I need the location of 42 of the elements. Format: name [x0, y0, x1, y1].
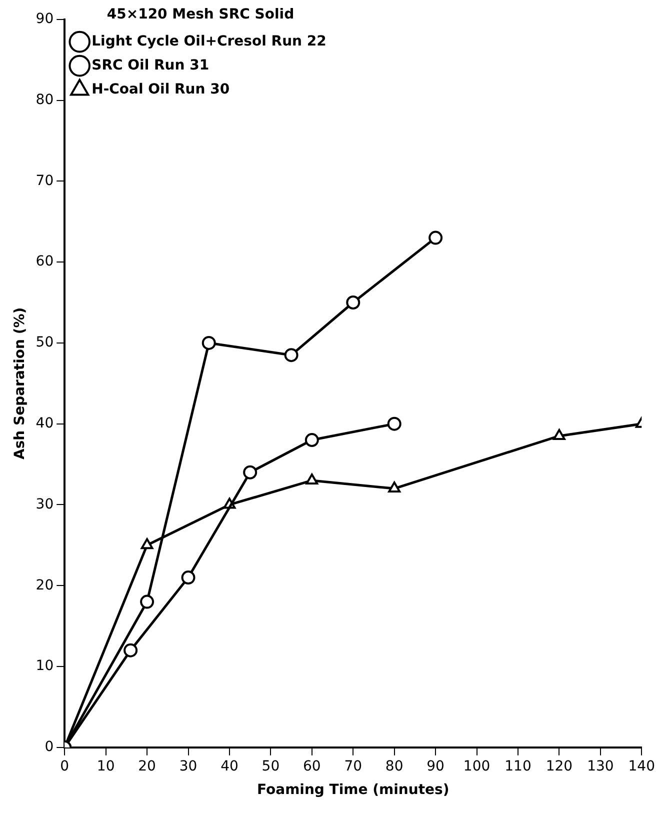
point	[304, 433, 319, 448]
y-tick-label: 40	[36, 415, 54, 432]
point	[284, 348, 298, 362]
y-tick-label: 60	[36, 254, 54, 270]
y-tick-label: 10	[36, 658, 54, 674]
x-tick-label: 60	[302, 758, 321, 774]
point	[243, 465, 258, 480]
point	[553, 428, 566, 440]
y-tick-label: 30	[36, 496, 54, 512]
x-tick-label: 0	[60, 758, 70, 774]
legend-title: 45×120 Mesh SRC Solid	[106, 6, 294, 23]
x-tick-label: 90	[426, 758, 444, 774]
point	[306, 473, 318, 484]
x-tick-label: 130	[587, 758, 614, 774]
point	[388, 482, 401, 493]
y-tick-label: 20	[36, 577, 54, 594]
point	[428, 230, 443, 245]
y-tick-label: 0	[44, 739, 54, 756]
point	[346, 296, 360, 310]
x-tick-label: 100	[463, 758, 490, 774]
x-tick-label: 80	[385, 758, 404, 774]
point	[140, 538, 154, 550]
x-tick-label: 40	[220, 758, 238, 774]
point	[202, 336, 216, 350]
legend-label: Light Cycle Oil+Cresol Run 22	[92, 33, 326, 50]
x-tick-label: 10	[96, 758, 115, 774]
x-tick-label: 140	[628, 758, 656, 774]
legend-label: H-Coal Oil Run 30	[92, 81, 230, 98]
x-tick-label: 50	[262, 758, 280, 774]
y-tick-label: 50	[36, 334, 54, 351]
x-axis-title: Foaming Time (minutes)	[256, 782, 450, 798]
point	[387, 416, 402, 431]
y-tick-label: 70	[36, 172, 54, 189]
legend-label: SRC Oil Run 31	[92, 57, 210, 74]
x-tick-label: 70	[344, 758, 362, 774]
x-tick-label: 20	[138, 758, 156, 774]
y-tick-label: 80	[36, 92, 54, 108]
x-tick-label: 30	[179, 758, 198, 774]
x-tick-label: 110	[504, 758, 532, 774]
y-tick-label: 90	[36, 11, 54, 28]
y-axis-title: Ash Separation (%)	[12, 307, 28, 460]
x-tick-label: 120	[546, 758, 573, 774]
